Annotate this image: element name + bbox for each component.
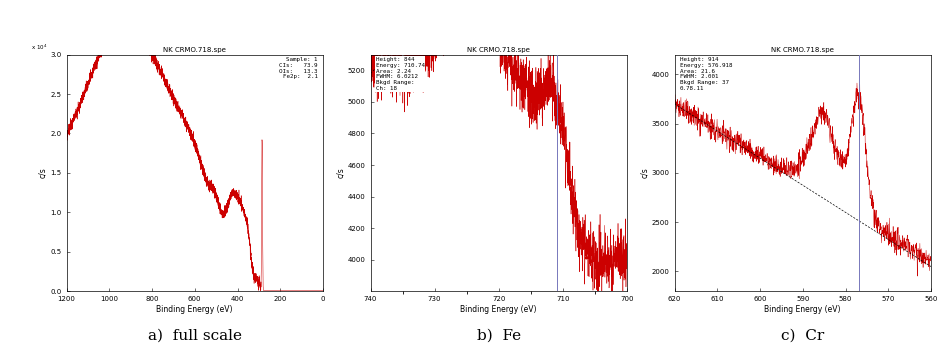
X-axis label: Binding Energy (eV): Binding Energy (eV) bbox=[157, 305, 233, 314]
X-axis label: Binding Energy (eV): Binding Energy (eV) bbox=[765, 305, 841, 314]
Y-axis label: c/s: c/s bbox=[640, 167, 649, 178]
Text: x 10$^4$: x 10$^4$ bbox=[30, 43, 47, 52]
Text: Height: 844
Energy: 710.74
Area: 2.24
FWHM: 6.0212
Bkgd Range:
Ch: 18: Height: 844 Energy: 710.74 Area: 2.24 FW… bbox=[375, 57, 425, 91]
X-axis label: Binding Energy (eV): Binding Energy (eV) bbox=[461, 305, 537, 314]
Title: NK CRMO.718.spe: NK CRMO.718.spe bbox=[771, 47, 834, 53]
Y-axis label: c/s: c/s bbox=[39, 167, 48, 178]
Text: c)  Cr: c) Cr bbox=[781, 328, 825, 342]
Text: Sample: 1
CIs:   73.9
OIs:   13.3
Fe2p:  2.1: Sample: 1 CIs: 73.9 OIs: 13.3 Fe2p: 2.1 bbox=[279, 57, 318, 79]
Text: Height: 914
Energy: 576.918
Area: 21.6
FWHM: 2.001
Bkgd Range: 37
0.78.11: Height: 914 Energy: 576.918 Area: 21.6 F… bbox=[679, 57, 732, 91]
Title: NK CRMO.718.spe: NK CRMO.718.spe bbox=[163, 47, 226, 53]
Y-axis label: c/s: c/s bbox=[336, 167, 345, 178]
Title: NK CRMO.718.spe: NK CRMO.718.spe bbox=[467, 47, 530, 53]
Text: a)  full scale: a) full scale bbox=[148, 328, 241, 342]
Text: b)  Fe: b) Fe bbox=[477, 328, 521, 342]
